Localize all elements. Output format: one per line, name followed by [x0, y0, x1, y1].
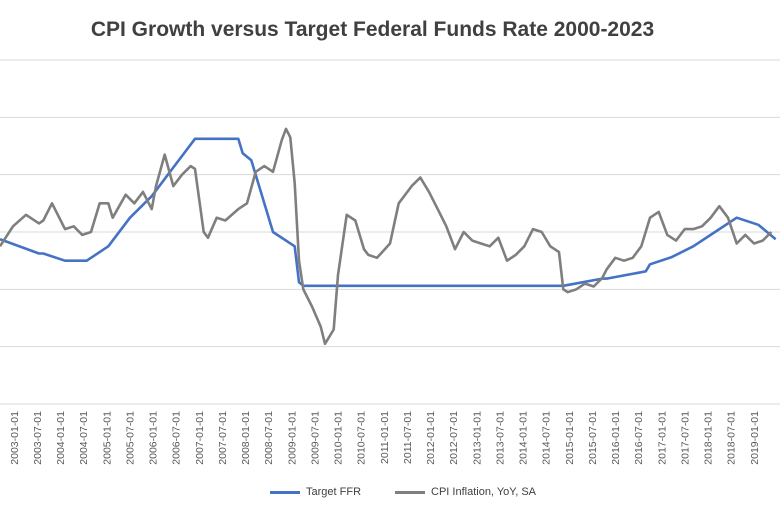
- x-tick-label: 2006-07-01: [171, 411, 183, 465]
- x-tick-label: 2015-07-01: [587, 411, 599, 465]
- x-tick-label: 2012-07-01: [448, 411, 460, 465]
- x-tick-label: 2005-01-01: [101, 411, 113, 465]
- x-tick-label: 2011-01-01: [379, 411, 391, 464]
- x-tick-label: 2008-01-01: [240, 411, 252, 465]
- legend-label-cpi: CPI Inflation, YoY, SA: [431, 486, 536, 498]
- x-tick-label: 2013-01-01: [471, 411, 483, 465]
- x-tick-label: 2005-07-01: [124, 411, 136, 465]
- legend-swatch-cpi: [395, 490, 426, 494]
- x-tick-label: 2012-01-01: [425, 411, 437, 465]
- legend: Target FFR CPI Inflation, YoY, SA: [270, 484, 570, 500]
- legend-label-target-ffr: Target FFR: [306, 486, 362, 498]
- x-tick-label: 2016-01-01: [610, 411, 622, 465]
- x-tick-label: 2019-01-01: [749, 411, 761, 465]
- x-tick-label: 2018-07-01: [726, 411, 738, 465]
- x-tick-label: 2013-07-01: [494, 411, 506, 465]
- series-lines: [0, 127, 777, 346]
- chart-title: CPI Growth versus Target Federal Funds R…: [90, 18, 655, 41]
- x-tick-label: 2010-07-01: [356, 411, 368, 465]
- x-tick-label: 2017-01-01: [656, 411, 668, 465]
- x-tick-label: 2003-01-01: [9, 411, 21, 465]
- x-tick-label: 2017-07-01: [679, 411, 691, 465]
- gridlines: [0, 59, 780, 405]
- x-tick-label: 2007-07-01: [217, 411, 229, 465]
- x-tick-label: 2009-07-01: [309, 411, 321, 465]
- x-tick-label: 2014-01-01: [518, 411, 530, 465]
- x-tick-label: 2004-07-01: [78, 411, 90, 465]
- x-tick-label: 2016-07-01: [633, 411, 645, 465]
- x-tick-label: 2018-01-01: [703, 411, 715, 465]
- legend-item-cpi: CPI Inflation, YoY, SA: [395, 486, 536, 498]
- x-tick-label: 2010-01-01: [333, 411, 345, 465]
- series-line-target-ffr: [0, 137, 777, 288]
- legend-item-target-ffr: Target FFR: [270, 486, 361, 498]
- x-tick-label: 2011-07-01: [402, 411, 414, 464]
- x-tick-label: 2014-07-01: [541, 411, 553, 465]
- x-tick-label: 2009-01-01: [286, 411, 298, 465]
- x-tick-label: 2006-01-01: [148, 411, 160, 465]
- x-tick-label: 2007-01-01: [194, 411, 206, 465]
- x-tick-label: 2003-07-01: [32, 411, 44, 465]
- x-tick-label: 2015-01-01: [564, 411, 576, 465]
- x-tick-labels: 2003-01-01 2003-07-01 2004-01-01 2004-07-01…: [9, 411, 761, 465]
- series-line-cpi: [0, 127, 773, 346]
- x-tick-label: 2008-07-01: [263, 411, 275, 465]
- legend-swatch-target-ffr: [270, 490, 300, 494]
- x-tick-label: 2004-01-01: [55, 411, 67, 465]
